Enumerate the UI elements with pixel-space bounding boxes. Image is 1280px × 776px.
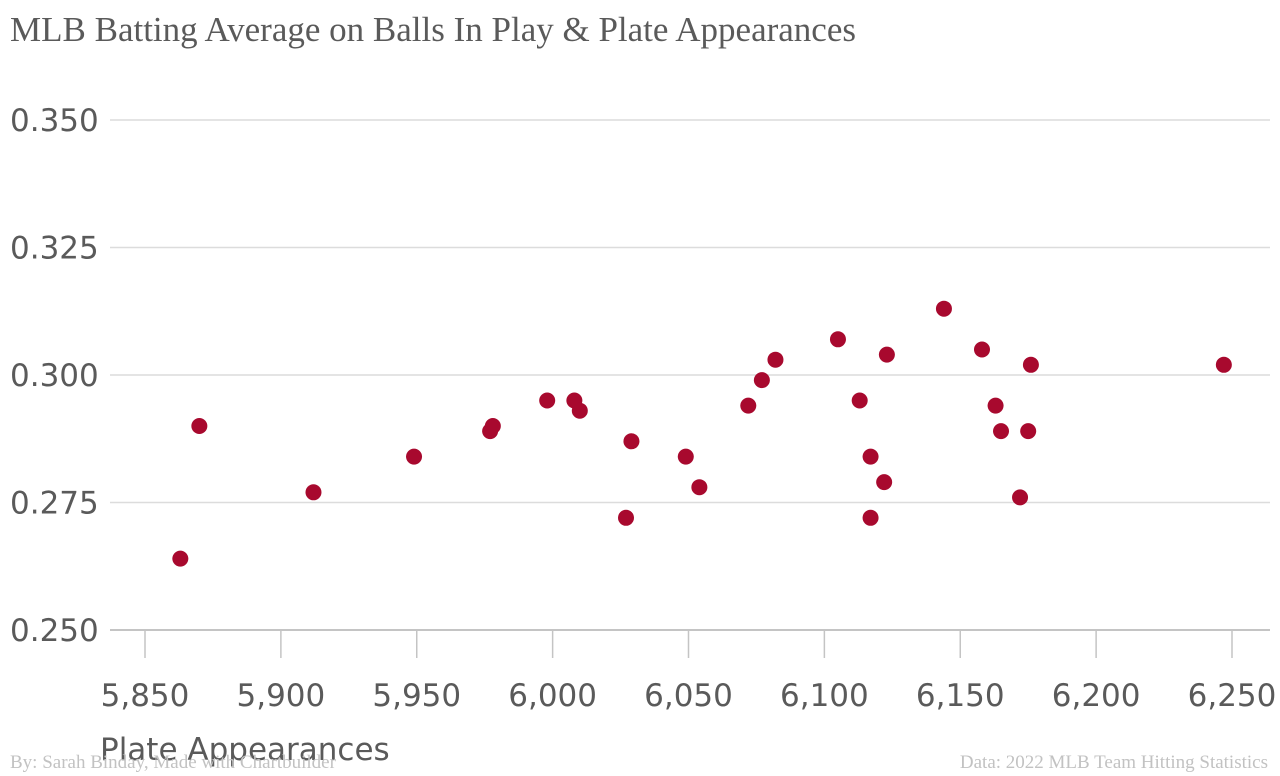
data-point	[878, 346, 895, 363]
y-tick-label: 0.325	[10, 231, 99, 267]
data-point	[539, 392, 556, 409]
data-points	[172, 300, 1232, 567]
x-tick-label: 6,200	[1052, 678, 1141, 714]
data-point	[862, 509, 879, 526]
x-axis-label: Plate Appearances	[100, 732, 390, 768]
y-tick-label: 0.275	[10, 486, 99, 522]
data-point	[172, 550, 189, 567]
x-tick-label: 5,850	[101, 678, 190, 714]
y-tick-label: 0.350	[10, 103, 99, 139]
data-point	[1020, 423, 1037, 440]
data-point	[851, 392, 868, 409]
footer-credit: By: Sarah Binday, Made with Chartbuilder	[10, 752, 336, 773]
x-tick-label: 5,950	[372, 678, 461, 714]
data-point	[935, 300, 952, 317]
gridlines	[110, 119, 1270, 631]
y-axis: 0.250 0.275 0.300 0.325 0.350	[10, 103, 99, 649]
data-point	[740, 397, 757, 414]
data-point	[753, 372, 770, 389]
x-tick-label: 6,150	[916, 678, 1005, 714]
data-point	[406, 448, 423, 465]
x-tick-label: 6,000	[508, 678, 597, 714]
data-point	[191, 418, 208, 434]
data-point	[767, 351, 784, 368]
data-point	[623, 433, 640, 450]
data-point	[484, 418, 501, 434]
y-tick-label: 0.250	[10, 613, 99, 649]
y-tick-label: 0.300	[10, 358, 99, 394]
data-point	[987, 397, 1004, 414]
data-point	[305, 484, 322, 501]
data-point	[993, 423, 1010, 440]
data-point	[571, 402, 588, 419]
data-point	[1022, 356, 1039, 373]
chart-title: MLB Batting Average on Balls In Play & P…	[10, 10, 856, 49]
data-point	[973, 341, 990, 358]
data-point	[1215, 356, 1232, 373]
x-tick-label: 6,250	[1188, 678, 1277, 714]
x-tick-label: 6,050	[644, 678, 733, 714]
data-point	[862, 448, 879, 465]
data-point	[677, 448, 694, 465]
data-point	[617, 509, 634, 526]
footer-source: Data: 2022 MLB Team Hitting Statistics	[959, 752, 1268, 773]
x-tick-label: 6,100	[780, 678, 869, 714]
x-axis: 5,850 5,900 5,950 6,000 6,050 6,100 6,150 6,200…	[101, 630, 1277, 714]
data-point	[876, 474, 893, 491]
data-point	[829, 331, 846, 348]
data-point	[691, 479, 708, 496]
x-tick-label: 5,900	[237, 678, 326, 714]
data-point	[1012, 489, 1029, 506]
